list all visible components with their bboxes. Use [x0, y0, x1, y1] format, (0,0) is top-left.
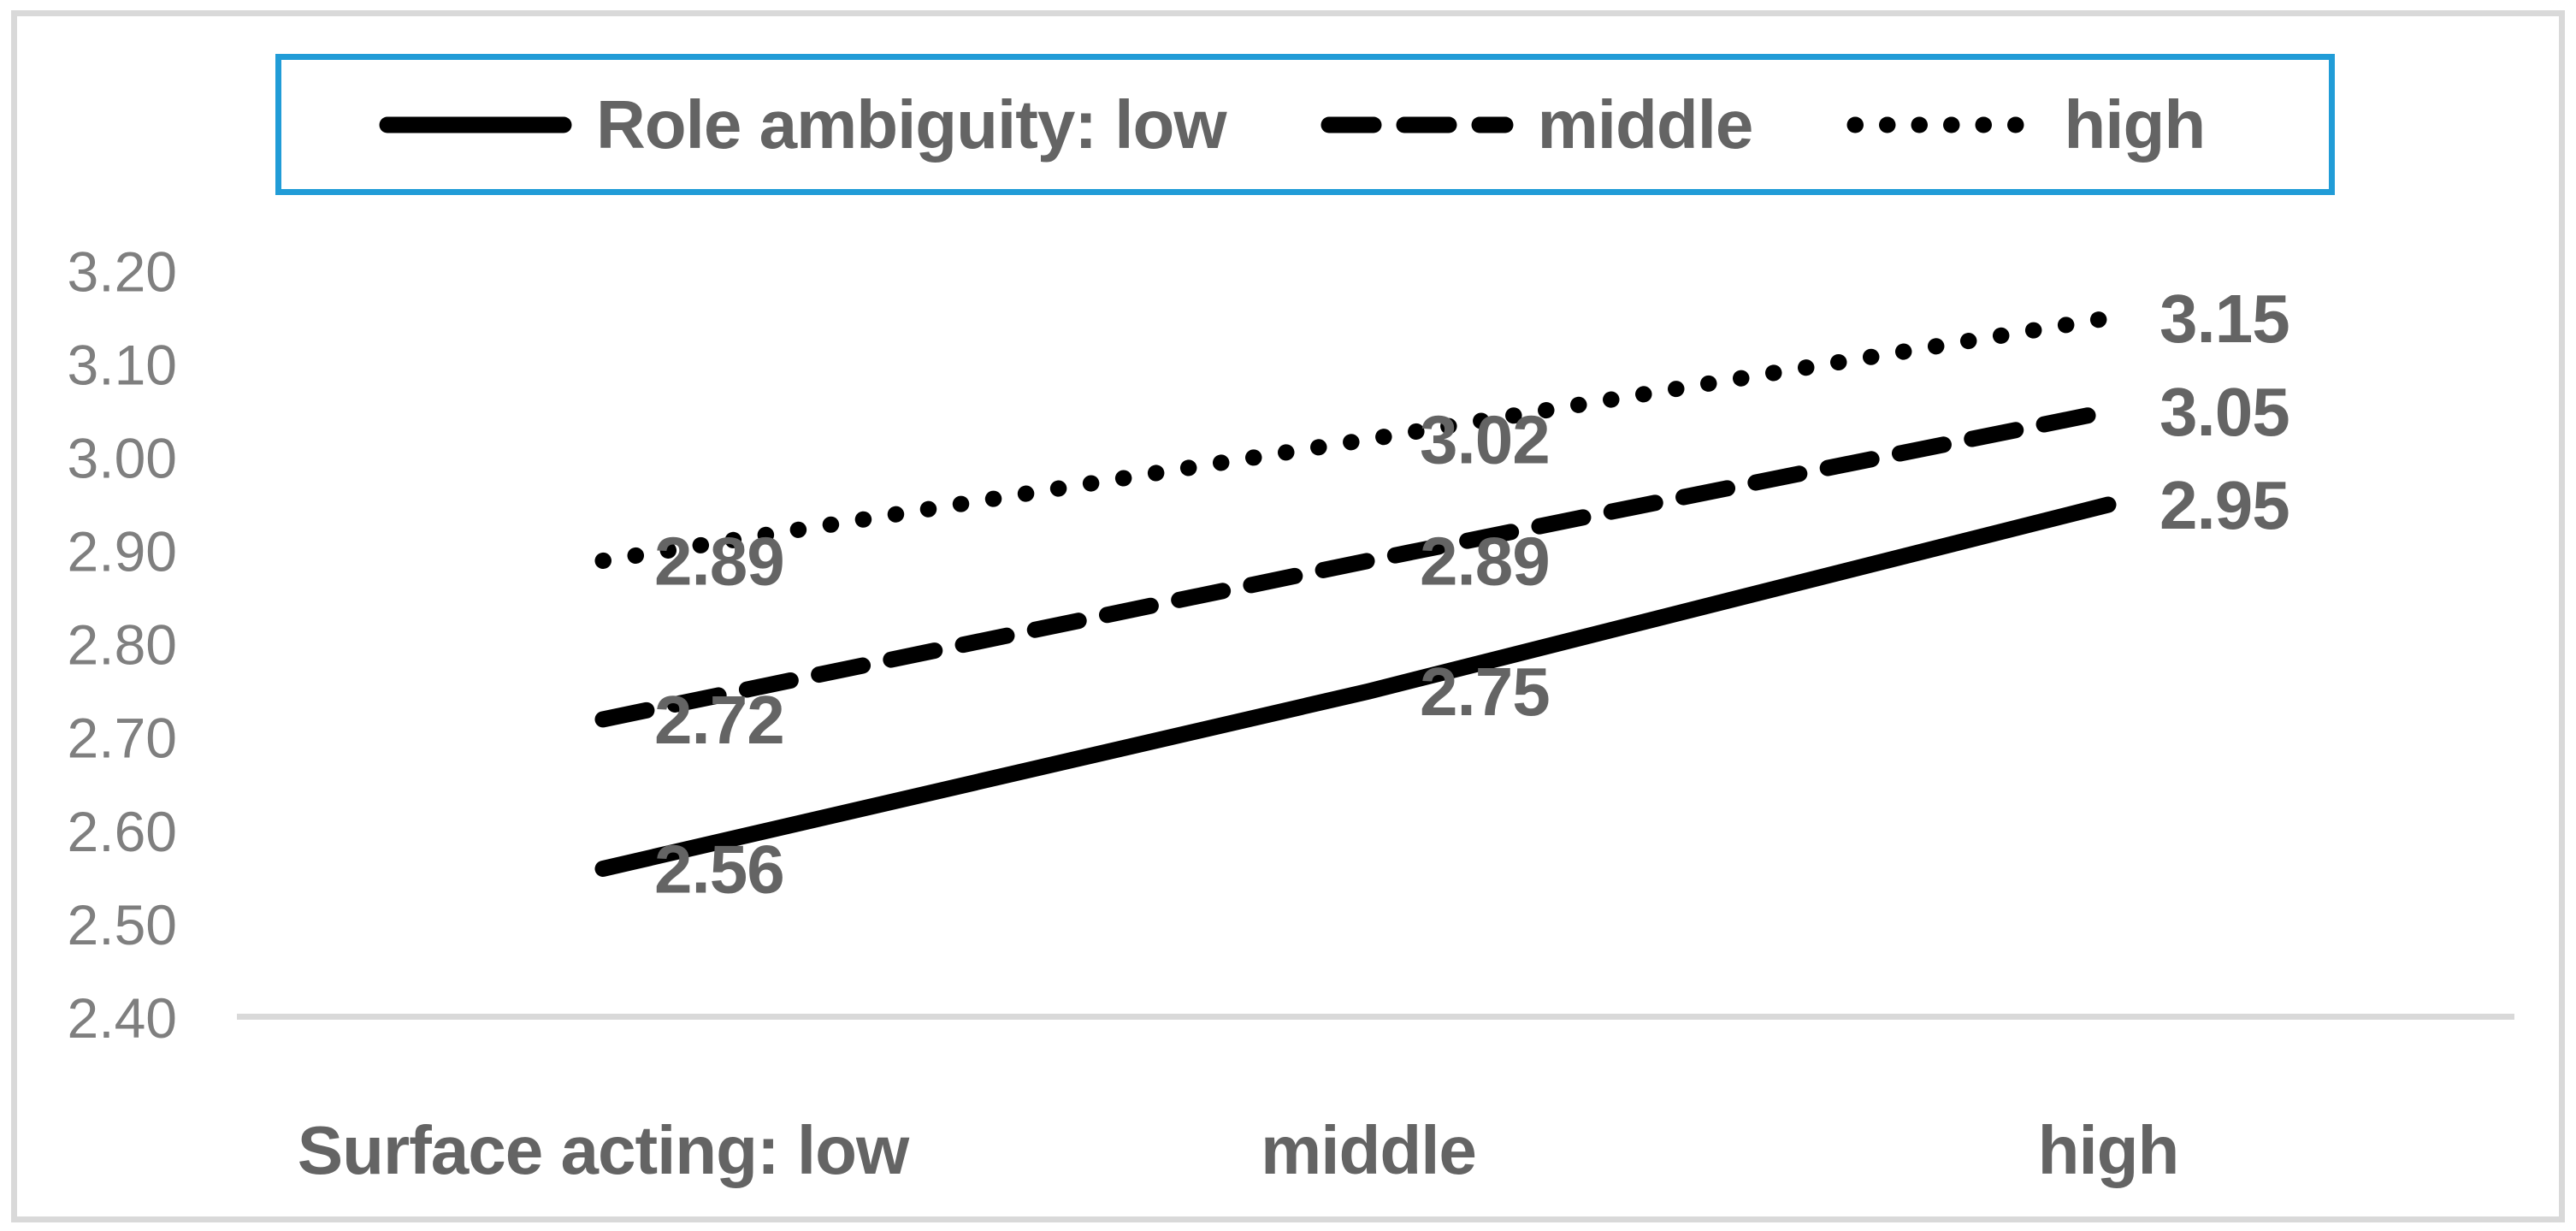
data-label: 2.89	[654, 523, 784, 599]
legend: Role ambiguity: low middle high	[275, 54, 2335, 195]
data-label: 2.72	[654, 682, 784, 758]
y-tick-label: 2.80	[68, 613, 177, 677]
series-line-dashed	[594, 403, 2117, 728]
y-tick-label: 2.70	[68, 707, 177, 770]
data-label: 3.15	[2159, 281, 2289, 357]
y-tick-label: 2.40	[68, 986, 177, 1050]
legend-line-dashed-icon	[1320, 116, 1514, 133]
data-label: 2.56	[654, 831, 784, 907]
series-line-solid	[594, 496, 2117, 877]
legend-item-low: Role ambiguity: low	[377, 86, 1227, 163]
series-line-dotted	[594, 310, 2117, 569]
data-label: 2.89	[1420, 523, 1550, 599]
data-label: 2.75	[1420, 654, 1550, 730]
legend-line-solid-icon	[379, 116, 572, 133]
legend-label-low: Role ambiguity: low	[596, 86, 1227, 163]
data-label: 3.05	[2159, 374, 2289, 450]
data-label: 2.95	[2159, 467, 2289, 543]
x-axis-line	[237, 1014, 2514, 1020]
legend-item-middle: middle	[1319, 86, 1754, 163]
y-tick-label: 2.90	[68, 520, 177, 583]
y-tick-label: 3.00	[68, 426, 177, 489]
legend-item-high: high	[1845, 86, 2206, 163]
legend-label-middle: middle	[1537, 86, 1754, 163]
y-tick-label: 3.10	[68, 333, 177, 396]
x-axis-label: middle	[1261, 1112, 1476, 1188]
data-label: 3.02	[1420, 402, 1550, 478]
x-axis-label: high	[2038, 1112, 2179, 1188]
y-tick-label: 3.20	[68, 240, 177, 303]
y-tick-label: 2.60	[68, 800, 177, 863]
x-axis-label: Surface acting: low	[298, 1112, 910, 1188]
legend-line-dotted-icon	[1846, 116, 2040, 133]
y-tick-label: 2.50	[68, 893, 177, 956]
legend-label-high: high	[2064, 86, 2206, 163]
